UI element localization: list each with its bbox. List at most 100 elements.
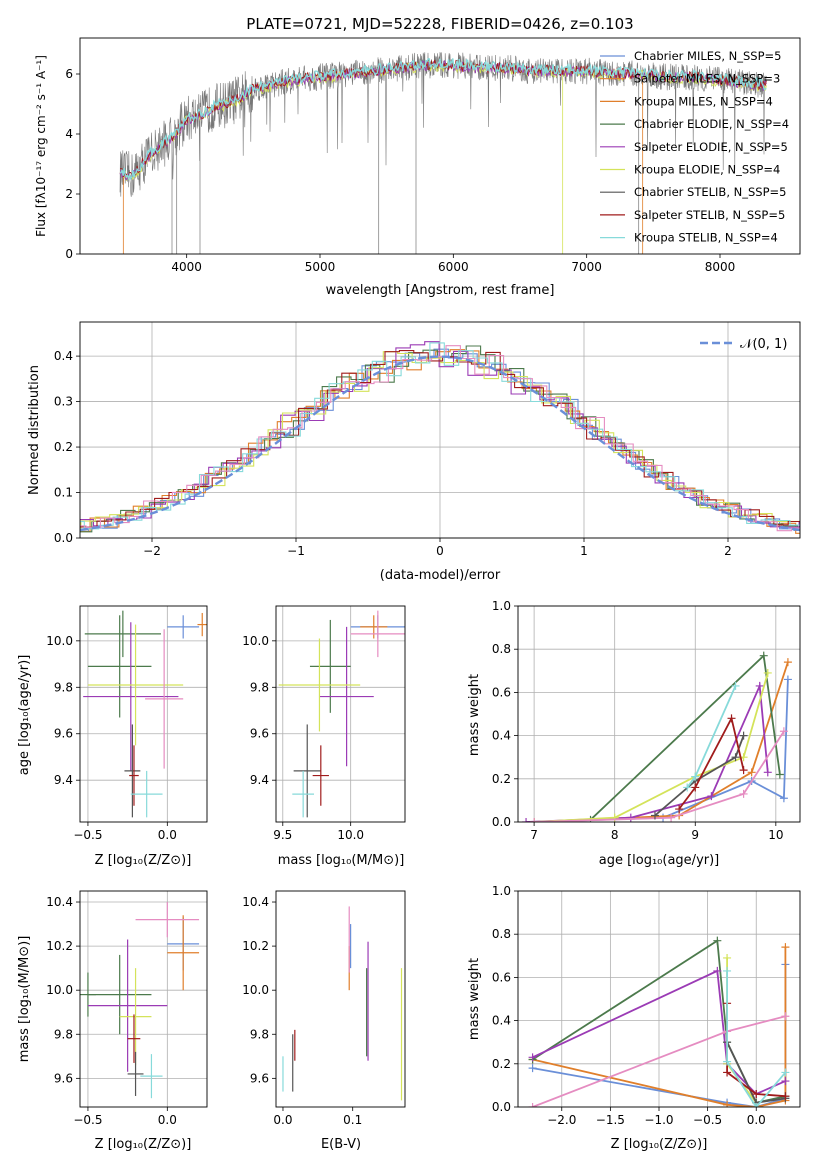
x-tick-label: −2 [143,544,161,558]
error-bars [282,906,403,1101]
weight-marker [691,783,700,792]
weight-marker [731,753,740,762]
y-tick-label: 9.8 [54,680,73,694]
weight-marker [707,792,716,801]
x-tick-label: 2 [724,544,732,558]
legend-entry: Chabrier MILES, N_SSP=5 [634,49,781,63]
x-tick-label: 8000 [705,260,736,274]
weight-line [726,970,787,1107]
y-tick-label: 0.8 [492,642,511,656]
x-tick-label: 8 [611,828,619,842]
x-tick-label: 7000 [571,260,602,274]
y-tick-label: 1.0 [492,599,511,613]
y-tick-label: 9.4 [250,773,269,787]
y-tick-label: 10.0 [46,983,73,997]
weight-marker [723,953,732,962]
y-tick-label: 10.4 [46,895,73,909]
y-tick-label: 0.6 [492,685,511,699]
weight-lines [528,936,790,1107]
legend-entry: Chabrier ELODIE, N_SSP=4 [634,117,789,131]
y-tick-label: 0.1 [54,486,73,500]
agemass-xlabel: mass [log₁₀(M/M⊙)] [278,853,405,868]
age-vs-mass-panel: mass [log₁₀(M/M⊙)] 9.5 10.0 9.4 9.6 9.8 10.0 [242,605,406,868]
spectrum-xlabel: wavelength [Angstrom, rest frame] [326,283,555,298]
x-tick-label: 0.0 [158,1113,177,1127]
hist-legend: 𝒩(0, 1) [700,337,787,352]
agez-xlabel: Z [log₁₀(Z/Z⊙)] [95,853,192,868]
x-tick-label: 6000 [438,260,469,274]
x-tick-label: −0.5 [73,1113,102,1127]
x-tick-label: 0.0 [747,1113,766,1127]
weight-marker [763,668,772,677]
residual-histogram-panel: (data-model)/error Normed distribution −… [27,321,801,583]
y-tick-label: 10.4 [242,895,269,909]
y-tick-label: 9.4 [54,773,73,787]
weight-marker [755,681,764,690]
weight-marker [713,936,722,945]
weight-line [678,715,745,810]
x-tick-label: 1 [580,544,588,558]
y-tick-label: 0.6 [492,970,511,984]
x-tick-label: −1.0 [644,1113,673,1127]
weight-marker [783,658,792,667]
y-tick-label: 0.2 [492,1057,511,1071]
weight-marker [667,813,676,822]
weight-marker [723,1057,732,1066]
weight-marker [781,1092,790,1101]
weight-lines [522,651,792,822]
legend-entry: 𝒩(0, 1) [740,337,787,352]
mass-vs-z-panel: Z [log₁₀(Z/Z⊙)] mass [log₁₀(M/M⊙)] −0.5 0… [17,890,208,1152]
spectrum-ylabel: Flux [fλ10⁻¹⁷ erg cm⁻² s⁻¹ A⁻¹] [34,55,48,237]
x-tick-label: −1 [287,544,305,558]
y-tick-label: 9.8 [54,1027,73,1041]
weight-marker [781,1012,790,1021]
legend-entry: Chabrier STELIB, N_SSP=5 [634,185,786,199]
mass-vs-ebv-panel: E(B-V) 0.0 0.1 9.6 9.8 10.0 10.2 10.4 [242,890,406,1152]
weight-marker [781,1077,790,1086]
y-tick-label: 0.0 [492,1100,511,1114]
plot-frame [79,605,208,823]
spectrum-legend: Chabrier MILES, N_SSP=5 Salpeter MILES, N… [600,49,789,245]
weight-marker [731,681,740,690]
y-tick-label: 9.6 [250,1071,269,1085]
x-tick-label: 5000 [305,260,336,274]
x-tick-label: 0.0 [158,828,177,842]
weight-line [654,735,745,817]
hist-ylabel: Normed distribution [27,365,42,495]
y-tick-label: 0.0 [492,815,511,829]
x-tick-label: 0 [436,544,444,558]
weight-marker [713,966,722,975]
y-tick-label: 9.6 [250,727,269,741]
weight-marker [779,727,788,736]
weight-marker [650,811,659,820]
y-tick-label: 2 [65,187,73,201]
weight-marker [783,675,792,684]
weight-marker [727,714,736,723]
spectrum-title: PLATE=0721, MJD=52228, FIBERID=0426, z=0… [246,15,633,33]
y-tick-label: 1.0 [492,884,511,898]
plot-frame [79,890,208,1108]
weight-marker [763,768,772,777]
weight-marker [522,818,531,822]
weight-marker [626,813,635,822]
histograms [80,341,800,534]
weight-marker [723,1100,732,1107]
weight-marker [781,943,790,952]
weight-line [534,730,785,822]
legend-entry: Kroupa ELODIE, N_SSP=4 [634,163,780,177]
y-tick-label: 0.2 [54,440,73,454]
error-bars [278,610,405,818]
weight-marker [759,651,768,660]
plot-frame [79,321,801,539]
y-tick-label: 0.0 [54,531,73,545]
x-tick-label: 0.1 [343,1113,362,1127]
histogram-step [80,341,800,528]
y-tick-label: 0.2 [492,772,511,786]
weight-marker [675,805,684,814]
weight-marker [739,731,748,740]
weight-line [534,679,789,822]
wz-xlabel: Z [log₁₀(Z/Z⊙)] [611,1137,708,1152]
weight-marker [528,1103,537,1107]
x-tick-label: 7 [530,828,538,842]
weight-line [532,947,787,1107]
